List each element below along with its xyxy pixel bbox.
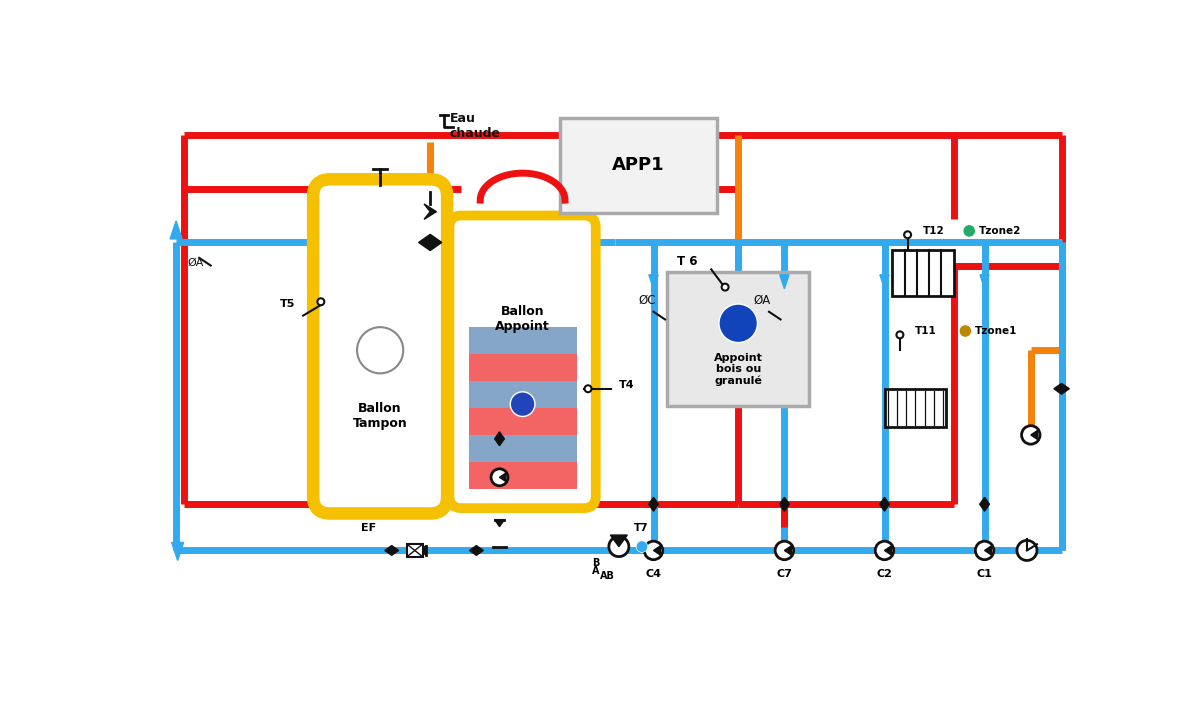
- FancyBboxPatch shape: [559, 118, 716, 213]
- Text: Ballon
Appoint: Ballon Appoint: [496, 305, 550, 333]
- Bar: [469, 462, 576, 489]
- Text: ØA: ØA: [754, 294, 770, 307]
- FancyBboxPatch shape: [667, 271, 809, 405]
- Circle shape: [721, 283, 728, 290]
- Polygon shape: [979, 504, 990, 511]
- Text: C4: C4: [646, 570, 661, 580]
- Text: Ballon
Tampon: Ballon Tampon: [353, 402, 408, 430]
- Polygon shape: [785, 546, 791, 555]
- Bar: [407, 544, 422, 557]
- Polygon shape: [391, 546, 398, 556]
- Bar: [893, 250, 954, 296]
- Circle shape: [1016, 541, 1037, 560]
- Text: AB: AB: [600, 571, 614, 581]
- Text: T 6: T 6: [677, 255, 697, 268]
- Text: Tzone2: Tzone2: [979, 226, 1021, 236]
- Bar: [469, 227, 576, 327]
- Polygon shape: [170, 221, 182, 239]
- Polygon shape: [884, 546, 892, 555]
- Circle shape: [976, 541, 994, 560]
- Text: T7: T7: [635, 523, 649, 533]
- Circle shape: [896, 331, 904, 338]
- Polygon shape: [880, 497, 889, 504]
- Circle shape: [719, 304, 757, 343]
- Polygon shape: [172, 542, 184, 560]
- Polygon shape: [880, 504, 889, 511]
- Polygon shape: [476, 546, 484, 556]
- Polygon shape: [499, 473, 506, 482]
- Polygon shape: [985, 546, 991, 555]
- Text: T5: T5: [280, 299, 295, 309]
- Polygon shape: [611, 535, 628, 546]
- Circle shape: [904, 231, 911, 238]
- Polygon shape: [649, 504, 659, 511]
- Text: APP1: APP1: [612, 157, 665, 174]
- Text: T4: T4: [619, 380, 635, 390]
- Text: ØC: ØC: [638, 294, 655, 307]
- Text: C2: C2: [876, 570, 893, 580]
- Circle shape: [636, 541, 648, 553]
- Bar: [469, 354, 576, 381]
- Polygon shape: [780, 504, 790, 511]
- Polygon shape: [419, 234, 431, 250]
- Polygon shape: [420, 546, 426, 556]
- Circle shape: [608, 537, 629, 557]
- Polygon shape: [980, 275, 989, 288]
- Polygon shape: [780, 497, 790, 504]
- Text: C1: C1: [977, 570, 992, 580]
- Polygon shape: [494, 439, 504, 446]
- Text: B: B: [592, 558, 599, 568]
- Circle shape: [358, 327, 403, 374]
- Circle shape: [875, 541, 894, 560]
- Bar: [469, 435, 576, 462]
- Polygon shape: [880, 275, 889, 288]
- Text: T11: T11: [916, 326, 937, 336]
- Text: C7: C7: [776, 570, 792, 580]
- Circle shape: [775, 541, 793, 560]
- Polygon shape: [469, 546, 476, 556]
- Polygon shape: [431, 234, 442, 250]
- Text: Eau
chaude: Eau chaude: [450, 111, 500, 140]
- Polygon shape: [494, 520, 504, 527]
- FancyBboxPatch shape: [313, 179, 448, 513]
- Circle shape: [644, 541, 662, 560]
- Bar: [469, 327, 576, 354]
- Polygon shape: [385, 546, 391, 556]
- Text: ØA: ØA: [187, 257, 204, 268]
- Polygon shape: [494, 432, 504, 439]
- Polygon shape: [780, 275, 790, 288]
- Polygon shape: [654, 546, 660, 555]
- Circle shape: [959, 325, 972, 337]
- Polygon shape: [649, 275, 658, 288]
- Circle shape: [1021, 426, 1040, 444]
- Circle shape: [584, 386, 592, 392]
- Bar: [469, 381, 576, 408]
- Polygon shape: [424, 204, 437, 211]
- FancyBboxPatch shape: [450, 216, 595, 508]
- Text: T12: T12: [923, 226, 944, 236]
- Polygon shape: [979, 497, 990, 504]
- Polygon shape: [649, 497, 659, 504]
- Text: Tzone1: Tzone1: [976, 326, 1018, 336]
- Text: Appoint
bois ou
granulé: Appoint bois ou granulé: [714, 352, 763, 386]
- Text: A: A: [592, 565, 600, 575]
- Circle shape: [510, 392, 535, 417]
- Text: EF: EF: [361, 523, 376, 533]
- Circle shape: [491, 469, 508, 486]
- Polygon shape: [1031, 430, 1038, 440]
- Circle shape: [964, 225, 976, 237]
- Polygon shape: [1062, 384, 1069, 394]
- Polygon shape: [1054, 384, 1062, 394]
- Bar: [884, 388, 946, 427]
- Circle shape: [317, 298, 324, 305]
- Bar: [469, 408, 576, 435]
- Polygon shape: [424, 212, 437, 219]
